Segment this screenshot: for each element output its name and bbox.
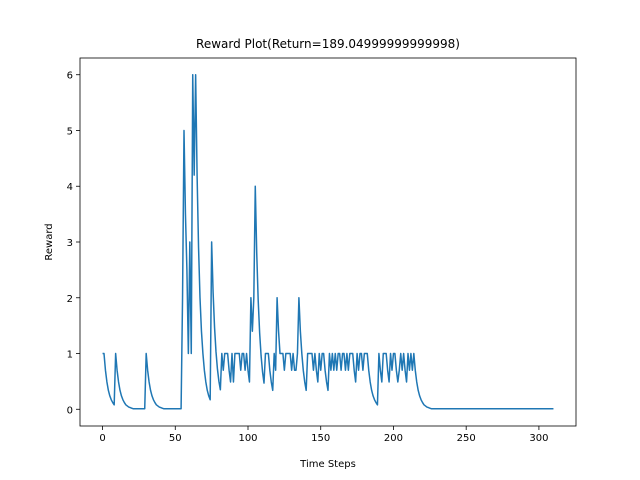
x-tick-label: 300 <box>529 433 548 444</box>
x-tick-label: 200 <box>384 433 403 444</box>
x-tick-label: 100 <box>238 433 257 444</box>
x-tick-label: 0 <box>99 433 105 444</box>
y-tick-label: 2 <box>67 294 73 305</box>
x-tick-label: 150 <box>311 433 330 444</box>
x-axis-label: Time Steps <box>299 459 356 470</box>
y-tick-label: 4 <box>67 182 73 193</box>
y-axis-label: Reward <box>44 223 55 260</box>
y-tick-label: 6 <box>67 71 73 82</box>
chart-title: Reward Plot(Return=189.04999999999998) <box>196 37 460 51</box>
y-tick-label: 3 <box>67 238 73 249</box>
x-tick-label: 250 <box>457 433 476 444</box>
y-tick-label: 0 <box>67 405 73 416</box>
y-tick-label: 5 <box>67 126 73 137</box>
reward-line <box>102 73 554 410</box>
y-tick-label: 1 <box>67 350 73 361</box>
x-tick-label: 50 <box>169 433 182 444</box>
